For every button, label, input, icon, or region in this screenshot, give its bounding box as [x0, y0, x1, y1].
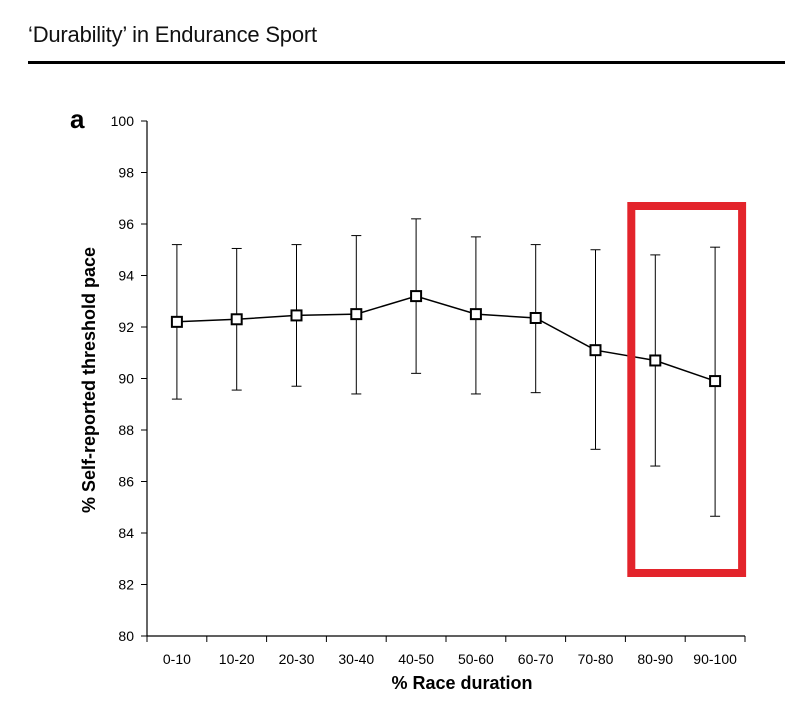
- data-point-marker: [649, 354, 662, 367]
- x-tick-label: 20-30: [279, 651, 315, 667]
- y-tick-group: 80 82 84 86 88 90 92 94 96 98 100: [111, 113, 147, 644]
- x-tick-label: 60-70: [518, 651, 554, 667]
- y-tick-label: 96: [118, 216, 134, 232]
- y-tick-label: 82: [118, 577, 134, 593]
- header-rule: [28, 61, 785, 64]
- data-point-marker: [350, 308, 363, 321]
- series-line: [176, 295, 716, 382]
- x-tick-label: 50-60: [458, 651, 494, 667]
- y-tick-label: 92: [118, 319, 134, 335]
- panel-label: a: [70, 104, 85, 134]
- x-tick-label: 80-90: [637, 651, 673, 667]
- y-tick-label: 80: [118, 628, 134, 644]
- x-tick-label: 30-40: [338, 651, 374, 667]
- x-tick-label: 0-10: [163, 651, 191, 667]
- x-tick-label: 70-80: [578, 651, 614, 667]
- error-bar-group: [171, 218, 721, 517]
- data-point-marker: [410, 290, 423, 303]
- y-tick-label: 90: [118, 371, 134, 387]
- data-point-marker: [709, 375, 722, 388]
- x-tick-label: 90-100: [693, 651, 737, 667]
- y-axis-label: % Self-reported threshold pace: [79, 247, 99, 513]
- data-point-marker: [469, 308, 482, 321]
- marker-group: [170, 290, 722, 388]
- y-tick-label: 94: [118, 268, 134, 284]
- x-axis-label: % Race duration: [391, 673, 532, 693]
- y-tick-label: 98: [118, 165, 134, 181]
- x-tick-label: 10-20: [219, 651, 255, 667]
- y-tick-label: 86: [118, 474, 134, 490]
- data-point-marker: [290, 309, 303, 322]
- x-tick-label: 40-50: [398, 651, 434, 667]
- running-header: ‘Durability’ in Endurance Sport: [28, 22, 317, 47]
- data-point-marker: [170, 315, 183, 328]
- highlight-box: [627, 202, 747, 577]
- data-point-marker: [589, 344, 602, 357]
- y-tick-label: 100: [111, 113, 135, 129]
- data-point-marker: [230, 313, 243, 326]
- y-tick-label: 88: [118, 422, 134, 438]
- y-tick-label: 84: [118, 525, 134, 541]
- x-tick-group: 0-10 10-20 20-30 30-40 40-50 50-60 60-70 70-80 8…: [146, 636, 746, 667]
- data-point-marker: [529, 311, 542, 324]
